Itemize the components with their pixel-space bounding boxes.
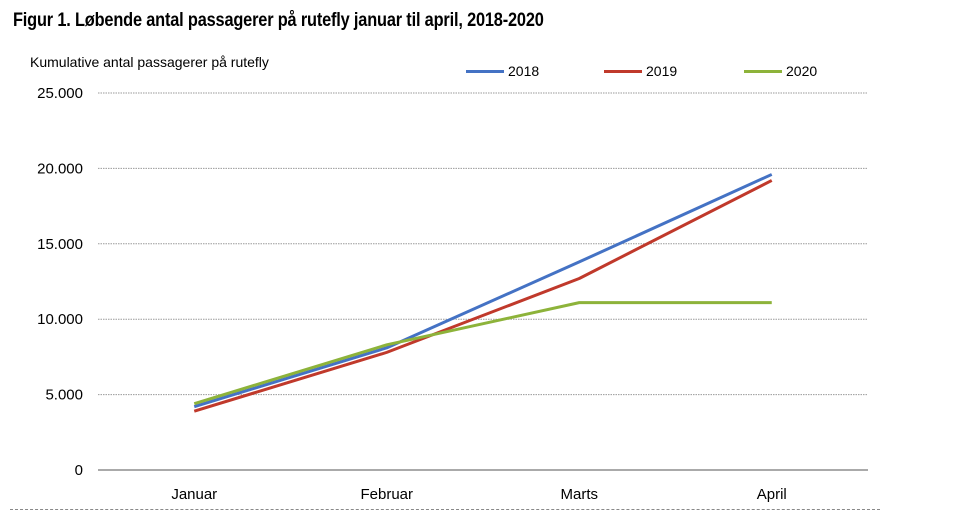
series-line-2020 <box>193 301 772 406</box>
chart-title: Figur 1. Løbende antal passagerer på rut… <box>13 10 544 31</box>
series-line-2018 <box>193 173 773 409</box>
legend-label-2018: 2018 <box>508 63 540 79</box>
y-tick-label: 10.000 <box>37 311 83 328</box>
legend-swatch-2019 <box>604 69 642 73</box>
x-tick-label: Marts <box>561 486 599 503</box>
legend-item-2020: 2020 <box>744 61 817 81</box>
legend-item-2019: 2019 <box>604 61 677 81</box>
gridlines <box>98 92 868 471</box>
legend-label-2020: 2020 <box>786 63 818 79</box>
x-tick-label: April <box>757 486 787 503</box>
x-tick-label: Januar <box>171 486 217 503</box>
legend-swatch-2018 <box>466 69 504 73</box>
y-tick-label: 20.000 <box>37 160 83 177</box>
y-axis-ticks: 0 5.000 10.000 15.000 20.000 25.000 <box>37 85 83 479</box>
footer-divider <box>10 509 880 510</box>
y-axis-label: Kumulative antal passagerer på rutefly <box>30 54 269 70</box>
legend-label-2019: 2019 <box>646 63 678 79</box>
y-tick-label: 0 <box>75 462 83 479</box>
legend-swatch-2020 <box>744 69 782 73</box>
y-tick-label: 15.000 <box>37 236 83 253</box>
series-lines <box>193 173 773 413</box>
legend-item-2018: 2018 <box>466 61 539 81</box>
y-tick-label: 5.000 <box>45 387 83 404</box>
x-axis-ticks: Januar Februar Marts April <box>171 486 786 503</box>
x-tick-label: Februar <box>360 486 413 503</box>
series-line-2019 <box>193 179 773 413</box>
y-tick-label: 25.000 <box>37 85 83 102</box>
